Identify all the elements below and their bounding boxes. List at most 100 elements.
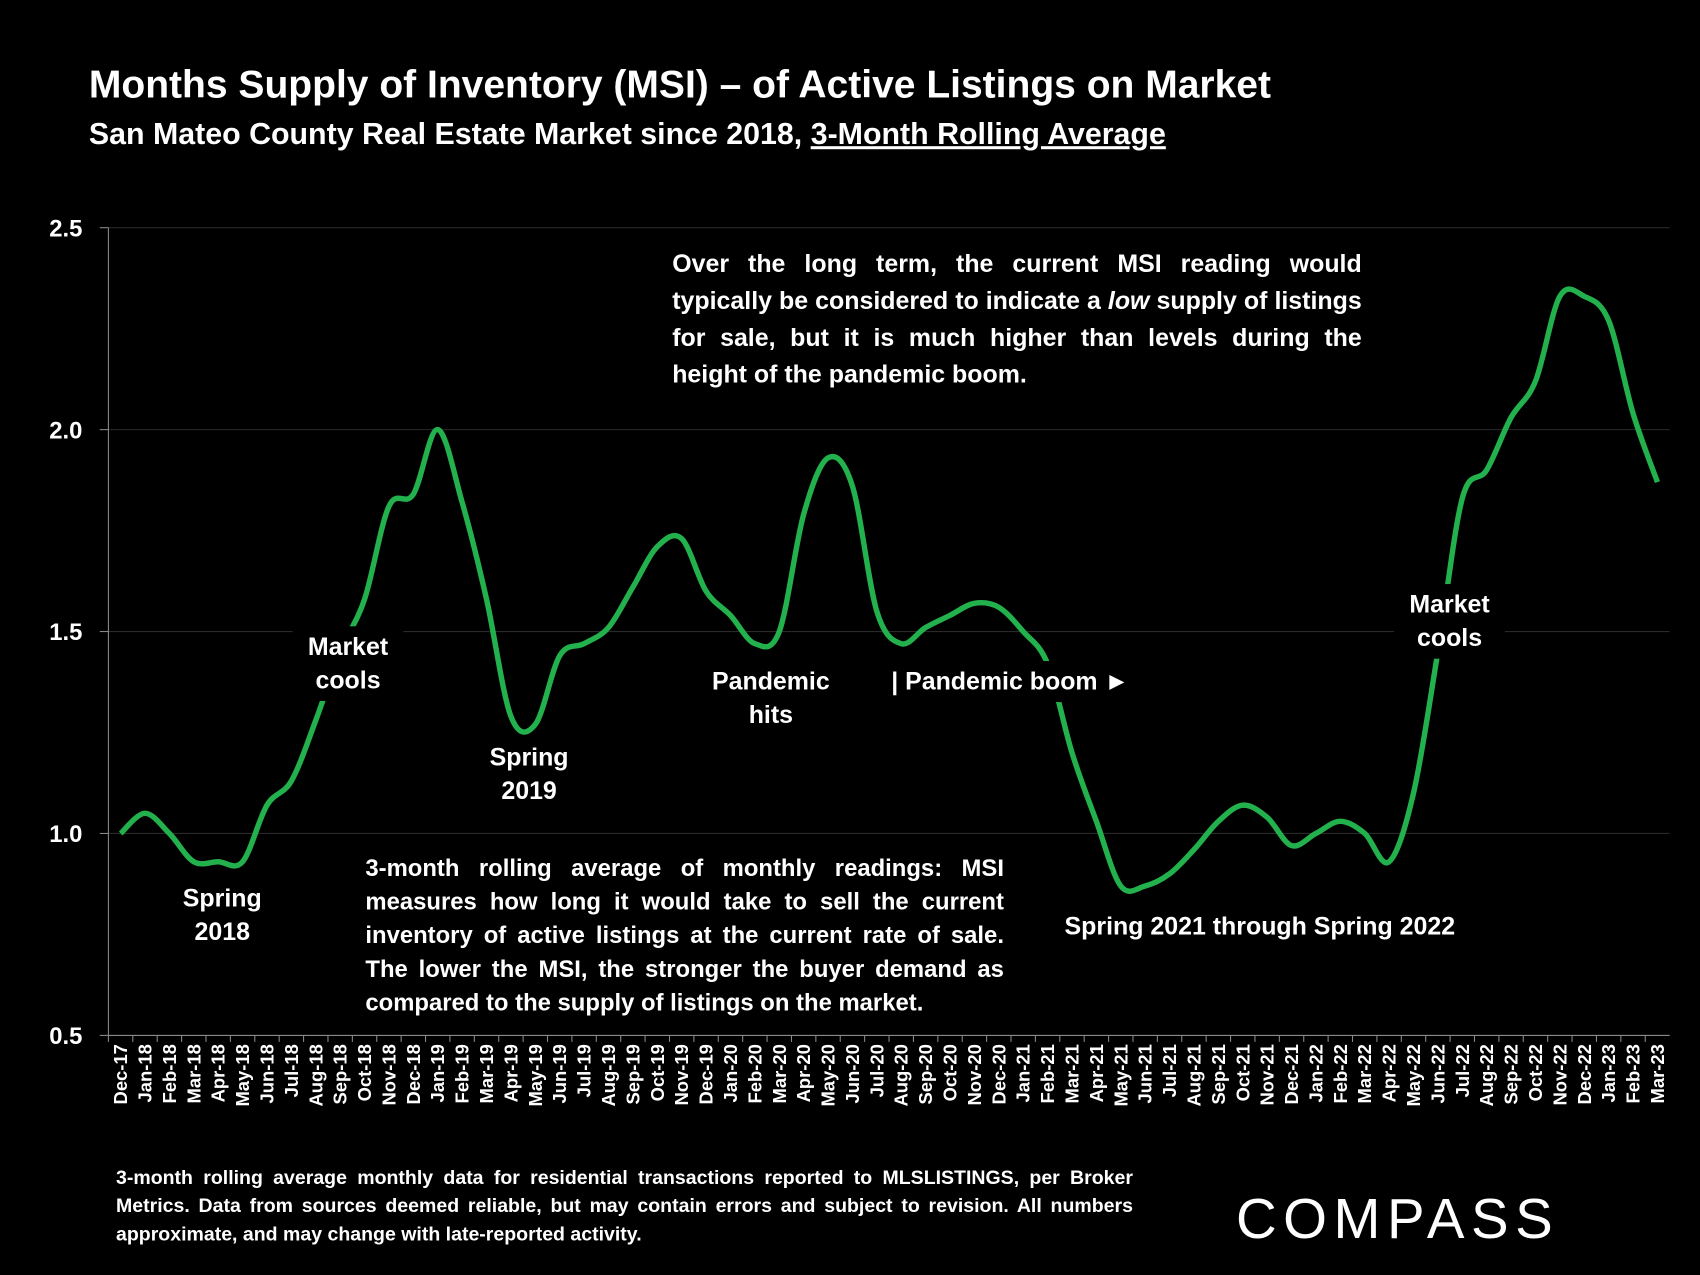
x-tick-label: May-22 bbox=[1403, 1044, 1424, 1106]
x-tick-label: Aug-21 bbox=[1183, 1044, 1204, 1106]
x-tick-label: Sep-21 bbox=[1208, 1044, 1229, 1104]
annotation-line: Pandemic bbox=[712, 668, 830, 696]
series-line bbox=[118, 286, 1660, 894]
x-tick-label: Sep-19 bbox=[622, 1044, 643, 1104]
annotation-line: cools bbox=[315, 666, 380, 694]
annotation-line: Market bbox=[308, 633, 388, 661]
annotation: Market cools bbox=[292, 626, 404, 701]
x-tick-label: Feb-19 bbox=[452, 1044, 473, 1103]
x-tick-label: Dec-18 bbox=[403, 1044, 424, 1104]
annotation-line: 2019 bbox=[501, 777, 556, 805]
note-part: 3-month rolling average of monthly readi… bbox=[365, 854, 1004, 1016]
x-tick-label: Aug-18 bbox=[305, 1044, 326, 1106]
annotation-line: Spring bbox=[490, 743, 569, 771]
x-tick-label: Aug-22 bbox=[1476, 1044, 1497, 1106]
x-tick-label: Jul-19 bbox=[574, 1044, 595, 1097]
x-tick-label: Jul-22 bbox=[1452, 1044, 1473, 1097]
annotation: Spring 2021 through Spring 2022 bbox=[1049, 906, 1471, 948]
note-part: supply of listings for sale, but it is m… bbox=[672, 286, 1362, 389]
x-tick-label: Sep-20 bbox=[915, 1044, 936, 1104]
x-tick-label: Mar-22 bbox=[1354, 1044, 1375, 1103]
annotation-text: Market cools bbox=[1409, 591, 1489, 653]
x-tick-label: Mar-20 bbox=[769, 1044, 790, 1103]
y-tick-label: 1.5 bbox=[49, 619, 82, 646]
x-tick-label: Apr-19 bbox=[500, 1044, 521, 1102]
note-part: Over the long term, the current MSI read… bbox=[672, 249, 1362, 315]
x-tick-label: Feb-20 bbox=[744, 1044, 765, 1103]
footnote: 3-month rolling average monthly data for… bbox=[116, 1166, 1133, 1245]
subtitle-part: 3-Month Rolling Average bbox=[811, 118, 1166, 151]
x-tick-label: Nov-19 bbox=[671, 1044, 692, 1105]
x-tick-label: Oct-21 bbox=[1232, 1044, 1253, 1101]
annotation: Spring 2019 bbox=[474, 736, 584, 812]
x-tick-label: Jul-18 bbox=[281, 1044, 302, 1097]
x-tick-label: Jun-20 bbox=[842, 1044, 863, 1103]
annotation-bg bbox=[292, 626, 404, 701]
x-tick-label: Mar-23 bbox=[1647, 1044, 1668, 1103]
x-tick-label: Jun-21 bbox=[1135, 1044, 1156, 1103]
x-tick-label: Nov-20 bbox=[964, 1044, 985, 1105]
x-tick-label: Nov-22 bbox=[1549, 1044, 1570, 1105]
x-tick-label: Dec-22 bbox=[1574, 1044, 1595, 1104]
x-tick-label: Sep-22 bbox=[1501, 1044, 1522, 1104]
chart-subtitle: San Mateo County Real Estate Market sinc… bbox=[89, 118, 1166, 151]
x-tick-label: Jan-21 bbox=[1013, 1044, 1034, 1102]
annotation-line: | Pandemic boom ► bbox=[891, 668, 1129, 696]
subtitle-part: San Mateo County Real Estate Market sinc… bbox=[89, 118, 802, 151]
chart-title: Months Supply of Inventory (MSI) – of Ac… bbox=[89, 64, 1271, 107]
x-tick-label: Nov-21 bbox=[1257, 1044, 1278, 1105]
x-tick-label: Apr-18 bbox=[208, 1044, 229, 1102]
annotation-text: Spring 2019 bbox=[490, 743, 569, 805]
x-tick-label: Jul-20 bbox=[866, 1044, 887, 1097]
annotation-line: Market bbox=[1409, 591, 1489, 619]
x-tick-label: Apr-22 bbox=[1379, 1044, 1400, 1102]
note-text: Over the long term, the current MSI read… bbox=[672, 245, 1362, 392]
annotation-line: 2018 bbox=[195, 918, 251, 946]
annotation-bg bbox=[1049, 906, 1471, 948]
annotation-bg bbox=[167, 877, 277, 953]
y-tick-label: 0.5 bbox=[49, 1023, 82, 1050]
annotation: Spring 2018 bbox=[167, 877, 277, 953]
x-tick-label: Sep-18 bbox=[330, 1044, 351, 1104]
x-tick-label: Jul-21 bbox=[1159, 1044, 1180, 1097]
annotation-text: | Pandemic boom ► bbox=[891, 668, 1129, 696]
annotation-line: Spring bbox=[183, 884, 262, 912]
annotation-bg bbox=[474, 736, 584, 812]
annotation: Pandemic hits bbox=[696, 661, 846, 736]
note-text: 3-month rolling average of monthly readi… bbox=[365, 851, 1004, 1019]
x-tick-label: Oct-18 bbox=[354, 1044, 375, 1101]
x-tick-label: Feb-22 bbox=[1330, 1044, 1351, 1103]
x-tick-label: Oct-22 bbox=[1525, 1044, 1546, 1101]
x-tick-label: Apr-21 bbox=[1086, 1044, 1107, 1102]
x-tick-label: May-20 bbox=[818, 1044, 839, 1106]
annotation-line: Spring 2021 through Spring 2022 bbox=[1065, 913, 1456, 941]
x-tick-label: Mar-18 bbox=[183, 1044, 204, 1103]
x-tick-label: Mar-21 bbox=[1061, 1044, 1082, 1103]
x-tick-label: Feb-21 bbox=[1037, 1044, 1058, 1103]
x-tick-label: Jun-18 bbox=[256, 1044, 277, 1103]
annotation: Market cools bbox=[1394, 584, 1505, 659]
x-tick-label: May-19 bbox=[525, 1044, 546, 1106]
annotation-bg bbox=[876, 661, 1145, 703]
annotation-text: Pandemic hits bbox=[712, 668, 830, 730]
x-tick-label: Dec-20 bbox=[988, 1044, 1009, 1104]
annotation-text: Spring 2018 bbox=[183, 884, 262, 946]
x-tick-label: Nov-18 bbox=[378, 1044, 399, 1105]
x-tick-label: Oct-19 bbox=[647, 1044, 668, 1101]
x-tick-label: Aug-20 bbox=[891, 1044, 912, 1106]
annotation-bg bbox=[696, 661, 846, 736]
x-tick-label: Jan-20 bbox=[720, 1044, 741, 1102]
x-tick-label: Dec-17 bbox=[110, 1044, 131, 1104]
annotation-bg bbox=[1394, 584, 1505, 659]
x-tick-label: Jan-19 bbox=[427, 1044, 448, 1102]
x-tick-label: May-18 bbox=[232, 1044, 253, 1106]
footnote-text: 3-month rolling average monthly data for… bbox=[116, 1166, 1133, 1245]
x-tick-label: Dec-21 bbox=[1281, 1044, 1302, 1104]
x-tick-label: May-21 bbox=[1110, 1044, 1131, 1106]
x-tick-label: Dec-19 bbox=[696, 1044, 717, 1104]
x-tick-label: Jan-18 bbox=[135, 1044, 156, 1102]
annotation-text: Market cools bbox=[308, 633, 388, 695]
logo: COMPASS bbox=[1236, 1187, 1559, 1250]
x-tick-label: Jan-22 bbox=[1305, 1044, 1326, 1102]
